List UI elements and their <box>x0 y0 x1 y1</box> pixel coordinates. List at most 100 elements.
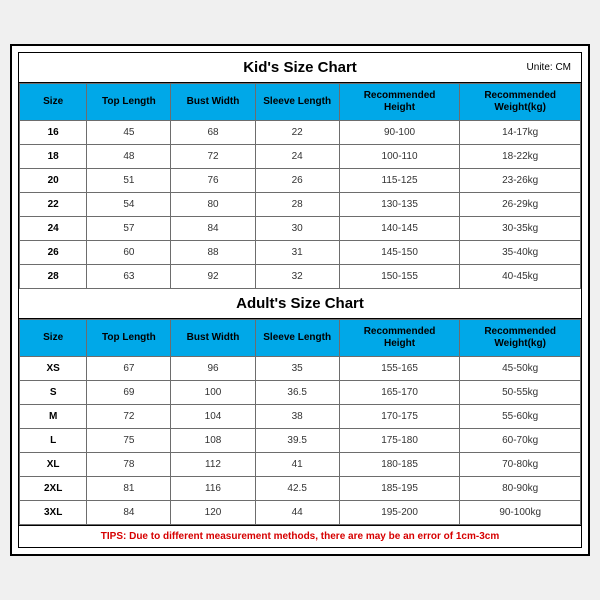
adults-table: SizeTop LengthBust WidthSleeve Length Rec… <box>19 319 581 525</box>
table-cell: 108 <box>171 429 255 453</box>
table-cell: 30-35kg <box>460 217 581 241</box>
column-header: Top Length <box>87 320 171 357</box>
table-cell: 175-180 <box>339 429 460 453</box>
table-cell: 96 <box>171 357 255 381</box>
column-header: RecommendedHeight <box>339 84 460 121</box>
table-cell: 28 <box>20 265 87 289</box>
table-cell: 20 <box>20 169 87 193</box>
table-cell: 26-29kg <box>460 193 581 217</box>
tips-note: TIPS: Due to different measurement metho… <box>19 525 581 547</box>
table-cell: 130-135 <box>339 193 460 217</box>
table-row: S6910036.5165-17050-55kg <box>20 381 581 405</box>
table-cell: 116 <box>171 477 255 501</box>
table-cell: 115-125 <box>339 169 460 193</box>
table-cell: 72 <box>87 405 171 429</box>
table-cell: 90-100kg <box>460 501 581 525</box>
table-cell: 88 <box>171 241 255 265</box>
table-cell: 45 <box>87 121 171 145</box>
column-header: Bust Width <box>171 84 255 121</box>
table-cell: 60-70kg <box>460 429 581 453</box>
column-header: Size <box>20 84 87 121</box>
table-row: 22548028130-13526-29kg <box>20 193 581 217</box>
table-cell: 195-200 <box>339 501 460 525</box>
size-chart-container: Kid's Size Chart Unite: CM SizeTop Lengt… <box>10 44 590 556</box>
table-cell: 50-55kg <box>460 381 581 405</box>
table-cell: 51 <box>87 169 171 193</box>
table-cell: 36.5 <box>255 381 339 405</box>
table-cell: 165-170 <box>339 381 460 405</box>
table-cell: 185-195 <box>339 477 460 501</box>
table-cell: 38 <box>255 405 339 429</box>
adults-title-row: Adult's Size Chart <box>19 289 581 319</box>
table-cell: XS <box>20 357 87 381</box>
adults-title: Adult's Size Chart <box>236 295 364 312</box>
table-cell: 60 <box>87 241 171 265</box>
table-row: 1645682290-10014-17kg <box>20 121 581 145</box>
table-cell: 14-17kg <box>460 121 581 145</box>
column-header: Size <box>20 320 87 357</box>
table-cell: 63 <box>87 265 171 289</box>
table-cell: M <box>20 405 87 429</box>
table-cell: 155-165 <box>339 357 460 381</box>
table-cell: 84 <box>87 501 171 525</box>
table-cell: 39.5 <box>255 429 339 453</box>
table-cell: 112 <box>171 453 255 477</box>
table-cell: 70-80kg <box>460 453 581 477</box>
table-cell: 69 <box>87 381 171 405</box>
table-cell: 72 <box>171 145 255 169</box>
table-cell: 23-26kg <box>460 169 581 193</box>
table-row: 26608831145-15035-40kg <box>20 241 581 265</box>
kids-table: SizeTop LengthBust WidthSleeve LengthRec… <box>19 83 581 289</box>
table-cell: 35 <box>255 357 339 381</box>
table-cell: 57 <box>87 217 171 241</box>
table-cell: 140-145 <box>339 217 460 241</box>
table-row: 20517626115-12523-26kg <box>20 169 581 193</box>
column-header: Sleeve Length <box>255 84 339 121</box>
table-cell: 90-100 <box>339 121 460 145</box>
table-cell: 2XL <box>20 477 87 501</box>
column-header: Bust Width <box>171 320 255 357</box>
table-cell: S <box>20 381 87 405</box>
table-row: 2XL8111642.5185-19580-90kg <box>20 477 581 501</box>
table-cell: 55-60kg <box>460 405 581 429</box>
table-cell: 80-90kg <box>460 477 581 501</box>
table-cell: 22 <box>20 193 87 217</box>
table-row: 3XL8412044195-20090-100kg <box>20 501 581 525</box>
kids-title-row: Kid's Size Chart Unite: CM <box>19 53 581 83</box>
table-cell: 78 <box>87 453 171 477</box>
table-cell: 26 <box>20 241 87 265</box>
table-cell: 26 <box>255 169 339 193</box>
table-row: L7510839.5175-18060-70kg <box>20 429 581 453</box>
table-cell: 76 <box>171 169 255 193</box>
table-cell: 54 <box>87 193 171 217</box>
table-cell: 16 <box>20 121 87 145</box>
table-cell: 100 <box>171 381 255 405</box>
table-row: XL7811241180-18570-80kg <box>20 453 581 477</box>
adults-header-row: SizeTop LengthBust WidthSleeve Length Rec… <box>20 320 581 357</box>
table-row: 28639232150-15540-45kg <box>20 265 581 289</box>
table-cell: 120 <box>171 501 255 525</box>
table-row: 24578430140-14530-35kg <box>20 217 581 241</box>
unit-label: Unite: CM <box>527 62 571 73</box>
table-cell: 41 <box>255 453 339 477</box>
size-chart-inner: Kid's Size Chart Unite: CM SizeTop Lengt… <box>18 52 582 548</box>
table-cell: 145-150 <box>339 241 460 265</box>
table-cell: 170-175 <box>339 405 460 429</box>
table-cell: XL <box>20 453 87 477</box>
column-header: RecommendedWeight(kg) <box>460 320 581 357</box>
table-cell: 3XL <box>20 501 87 525</box>
table-row: 18487224100-11018-22kg <box>20 145 581 169</box>
kids-title: Kid's Size Chart <box>243 59 357 76</box>
table-cell: 100-110 <box>339 145 460 169</box>
table-cell: 67 <box>87 357 171 381</box>
kids-header-row: SizeTop LengthBust WidthSleeve LengthRec… <box>20 84 581 121</box>
table-cell: 42.5 <box>255 477 339 501</box>
table-cell: 40-45kg <box>460 265 581 289</box>
table-row: M7210438170-17555-60kg <box>20 405 581 429</box>
column-header: RecommendedWeight(kg) <box>460 84 581 121</box>
table-cell: 81 <box>87 477 171 501</box>
table-cell: 28 <box>255 193 339 217</box>
table-cell: 45-50kg <box>460 357 581 381</box>
column-header: Sleeve Length <box>255 320 339 357</box>
table-cell: 150-155 <box>339 265 460 289</box>
